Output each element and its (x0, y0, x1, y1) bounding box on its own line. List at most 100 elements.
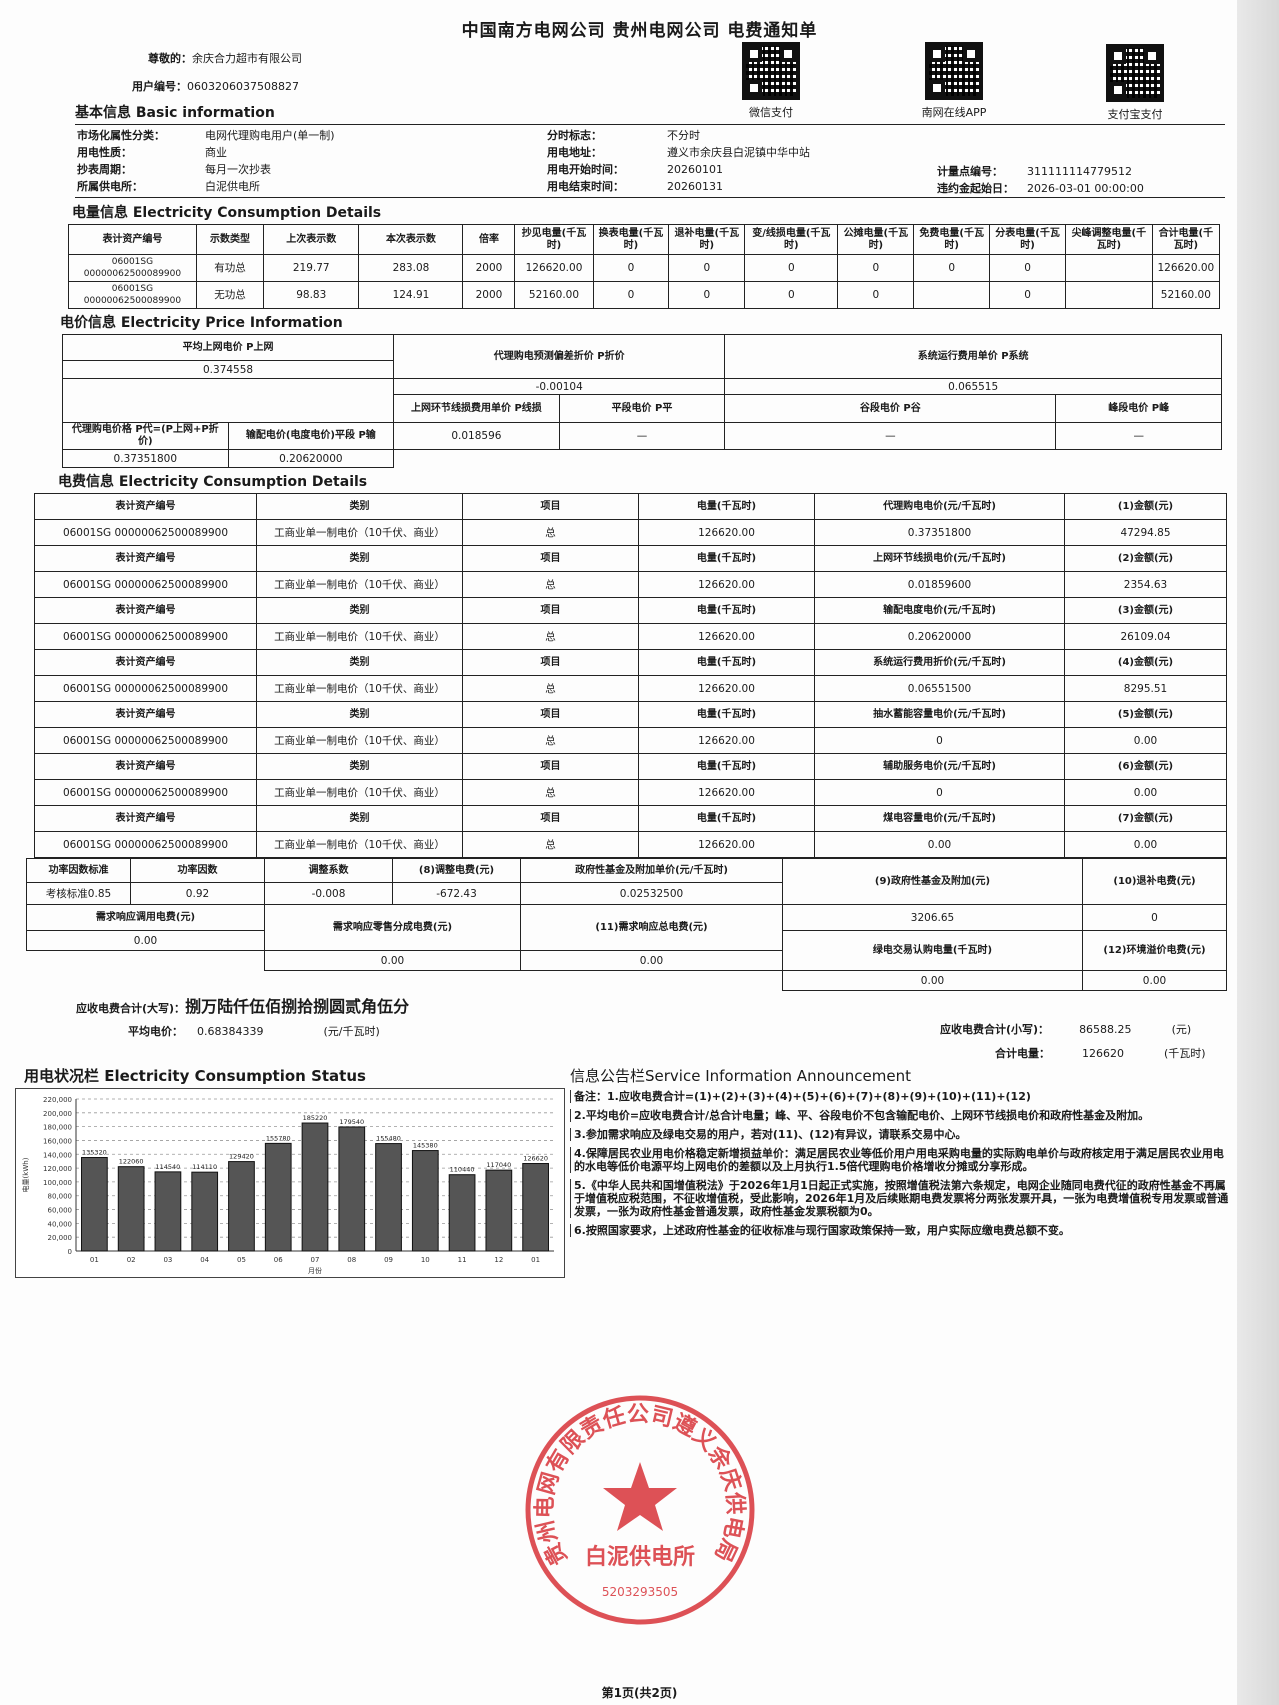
amount: 26109.04 (1064, 623, 1227, 650)
coef-value: -0.008 (264, 882, 393, 905)
qty: 126620.00 (638, 831, 815, 858)
peak-value: — (1055, 422, 1222, 450)
consumption-cell: 06001SG 00000062500089900 (68, 254, 197, 282)
qty-label: 电量(千瓦时) (638, 493, 815, 520)
category-label: 类别 (256, 545, 463, 572)
item: 总 (462, 571, 639, 598)
unit-price: 0.00 (814, 831, 1065, 858)
svg-text:5203293505: 5203293505 (602, 1585, 678, 1599)
y-tick-label: 40,000 (48, 1220, 73, 1228)
basic-value: 电网代理购电用户(单一制) (205, 129, 335, 142)
x-tick-label: 01 (531, 1256, 540, 1264)
x-tick-label: 08 (347, 1256, 356, 1264)
bar (81, 1157, 108, 1252)
category: 工商业单一制电价（10千伏、商业） (256, 727, 463, 754)
system-label: 系统运行费用单价 P系统 (724, 334, 1222, 379)
category-label: 类别 (256, 597, 463, 624)
category: 工商业单一制电价（10千伏、商业） (256, 831, 463, 858)
amount-label: (6)金额(元) (1064, 753, 1227, 780)
fee-header-row: 表计资产编号 类别 项目 电量(千瓦时) 代理购电电价(元/千瓦时) (1)金额(元) (34, 493, 1227, 520)
loss-label: 上网环节线损费用单价 P线损 (393, 394, 560, 423)
amount: 2354.63 (1064, 571, 1227, 598)
qr-wechat[interactable]: 微信支付 (742, 42, 816, 120)
meter-id: 06001SG 00000062500089900 (34, 831, 257, 858)
qr-app[interactable]: 南网在线APP (922, 42, 999, 120)
dr-call: 0.00 (26, 930, 265, 951)
x-tick-label: 01 (90, 1256, 99, 1264)
y-tick-label: 100,000 (43, 1179, 72, 1187)
qty: 126620.00 (638, 779, 815, 806)
basic-key: 用电开始时间： (547, 163, 624, 176)
page-edge (1237, 0, 1279, 1705)
bottom-section: 用电状况栏 Electricity Consumption Status 0 20… (0, 1067, 1279, 1278)
qr-label: 南网在线APP (921, 106, 987, 119)
basic-row: 抄表周期： 每月一次抄表 (77, 161, 335, 178)
basic-heading: 基本信息 Basic information (75, 105, 275, 121)
category-label: 类别 (256, 649, 463, 676)
x-axis-label: 月份 (308, 1266, 322, 1275)
qty-label: 电量(千瓦时) (638, 701, 815, 728)
gov-price-label: 政府性基金及附加单价(元/千瓦时) (520, 858, 783, 883)
total-upper: 应收电费合计(大写)：捌万陆仟伍佰捌拾捌圆贰角伍分 (76, 997, 409, 1019)
bar (154, 1171, 182, 1252)
gov-fee-label: (9)政府性基金及附加(元) (782, 858, 1083, 905)
item: 总 (462, 623, 639, 650)
meter-label: 表计资产编号 (34, 597, 257, 624)
consumption-cell: 06001SG 00000062500089900 (68, 281, 197, 309)
bar-value-label: 110440 (450, 1166, 475, 1174)
consumption-cell: 0 (989, 281, 1066, 309)
basic-value: 商业 (205, 146, 227, 159)
pf-value: 0.92 (130, 882, 265, 905)
refund-label: (10)退补电费(元) (1082, 858, 1227, 905)
consumption-cell: 0 (592, 281, 670, 309)
fee-header-row: 表计资产编号 类别 项目 电量(千瓦时) 系统运行费用折价(元/千瓦时) (4)金额(元) (34, 649, 1227, 676)
qr-alipay[interactable]: 支付宝支付 (1106, 44, 1180, 122)
bar-value-label: 179540 (339, 1118, 364, 1126)
amount: 0.00 (1064, 779, 1227, 806)
y-tick-label: 220,000 (43, 1096, 72, 1104)
amount-label: (2)金额(元) (1064, 545, 1227, 572)
basic-value: 不分时 (667, 129, 700, 142)
fee-header-row: 表计资产编号 类别 项目 电量(千瓦时) 抽水蓄能容量电价(元/千瓦时) (5)金额(元) (34, 701, 1227, 728)
consumption-header: 表计资产编号 (68, 224, 197, 255)
category-label: 类别 (256, 493, 463, 520)
consumption-header: 上次表示数 (263, 224, 360, 255)
factor-table: 功率因数标准 功率因数 调整系数 (8)调整电费(元) 政府性基金及附加单价(元/千瓦时… (26, 858, 1227, 991)
y-tick-label: 20,000 (48, 1234, 73, 1242)
consumption-cell: 2000 (462, 281, 516, 309)
consumption-header-row: 表计资产编号 示数类型 上次表示数 本次表示数 倍率 抄见电量(千瓦时) 换表电量(千瓦时)… (68, 224, 1221, 255)
dr-call-label: 需求响应调用电费(元) (26, 904, 265, 931)
basic-key: 分时标志： (547, 129, 602, 142)
qty-label: 电量(千瓦时) (638, 753, 815, 780)
price-heading: 电价信息 Electricity Price Information (60, 315, 343, 331)
price-table: 平均上网电价 P上网 代理购电预测偏差折价 P折价 系统运行费用单价 P系统 0.3… (61, 334, 1222, 468)
x-tick-label: 04 (200, 1256, 209, 1264)
amount-label: (3)金额(元) (1064, 597, 1227, 624)
bar (375, 1143, 402, 1252)
consumption-header: 本次表示数 (358, 224, 464, 255)
avg-price-label: 平均电价： (128, 1025, 183, 1038)
amount-label: (1)金额(元) (1064, 493, 1227, 520)
meter-label: 表计资产编号 (34, 701, 257, 728)
announce-column: 信息公告栏Service Information Announcement 备注… (570, 1067, 1230, 1243)
consumption-header: 换表电量(千瓦时) (592, 224, 670, 255)
announce-item: 备注：1.应收电费合计=(1)+(2)+(3)+(4)+(5)+(6)+(7)+… (570, 1090, 1230, 1103)
qty: 126620.00 (638, 675, 815, 702)
basic-row: 分时标志： 不分时 (547, 127, 810, 144)
green-label: 绿电交易认购电量(千瓦时) (782, 930, 1083, 971)
total-lower-label: 应收电费合计(小写)： (940, 1023, 1050, 1036)
amount: 47294.85 (1064, 519, 1227, 546)
user-no-label: 用户编号： (132, 80, 187, 93)
price-label: 上网环节线损电价(元/千瓦时) (814, 545, 1065, 572)
unit-price: 0.20620000 (814, 623, 1065, 650)
bar (485, 1169, 513, 1252)
bar (411, 1150, 439, 1252)
consumption-cell: 0 (668, 281, 746, 309)
consumption-cell (913, 281, 991, 309)
qty-label: 电量(千瓦时) (638, 649, 815, 676)
consumption-cell: 0 (592, 254, 670, 282)
bar-value-label: 185220 (303, 1114, 328, 1122)
qty: 126620.00 (638, 519, 815, 546)
total-lower-unit: (元) (1171, 1023, 1192, 1036)
valley-label: 谷段电价 P谷 (724, 394, 1057, 423)
